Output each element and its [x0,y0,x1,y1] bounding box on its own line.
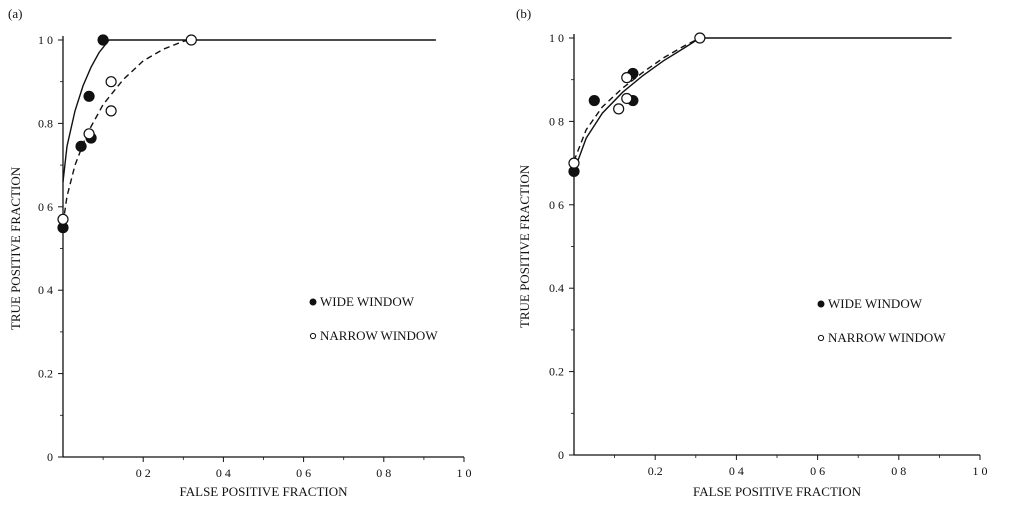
y-tick-label: 0.2 [38,367,53,381]
x-tick-label: 0 2 [136,466,151,480]
data-point-narrow-window [105,76,117,88]
data-point-wide-window [588,94,600,107]
data-point-narrow-window [694,32,706,44]
legend-marker [817,300,825,308]
y-tick-label: 0.8 [38,116,53,130]
data-point-wide-window [83,90,95,102]
y-tick-label: 0 [558,448,564,462]
x-tick-label: 0 8 [891,464,906,478]
x-tick-label: 0 8 [376,466,391,480]
legend-label: WIDE WINDOW [828,296,923,311]
roc-chart-a: (a) 0 0.2 0 4 0 6 0.8 1 0 0 2 0 4 0 6 0 8 1 0 FALSE … [8,6,472,499]
series-line-wide-window [62,39,436,182]
series-line-narrow-window [573,37,701,162]
y-tick-label: 1 0 [38,33,53,47]
y-tick-label: 0.4 [549,281,564,295]
y-tick-label: 1 0 [549,31,564,45]
x-tick-label: 0 6 [296,466,311,480]
data-point-narrow-window [621,92,633,105]
data-point-wide-window [75,140,87,152]
legend-marker [309,332,317,340]
y-tick-label: 0.2 [549,365,564,379]
y-tick-label: 0 [47,450,53,464]
x-tick-label: 1 0 [973,464,988,478]
data-point-narrow-window [621,72,633,84]
legend-marker [817,334,825,342]
x-tick-label: 0.2 [648,464,663,478]
x-tick-label: 1 0 [457,466,472,480]
series-line-narrow-window [62,39,192,224]
y-axis-label: TRUE POSITIVE FRACTION [517,164,532,328]
y-axis-label: TRUE POSITIVE FRACTION [8,166,23,330]
legend-label: NARROW WINDOW [828,330,946,345]
y-tick-label: 0 4 [38,283,53,297]
panel-label: (b) [516,6,531,21]
legend-marker [309,298,317,306]
x-tick-label: 0 4 [729,464,744,478]
data-point-wide-window [97,34,109,46]
data-point-narrow-window [83,128,95,140]
data-point-narrow-window [57,213,69,225]
legend-label: WIDE WINDOW [320,294,415,309]
x-axis-label: FALSE POSITIVE FRACTION [693,484,862,499]
panel-label: (a) [8,6,22,21]
data-point-narrow-window [613,103,625,115]
data-point-narrow-window [185,34,197,46]
x-tick-label: 0 6 [810,464,825,478]
y-tick-label: 0 6 [38,200,53,214]
roc-chart-panel-b: (b) 0 0.2 0.4 0 6 0 8 1 0 0.2 0 4 0 6 0 8 1 0 FALSE … [515,0,1030,505]
x-axis-label: FALSE POSITIVE FRACTION [179,484,348,499]
series-line-wide-window [573,37,952,172]
y-tick-label: 0 6 [549,198,564,212]
roc-chart-panel-a: (a) 0 0.2 0 4 0 6 0.8 1 0 0 2 0 4 0 6 0 8 1 0 FALSE … [0,0,515,505]
data-point-narrow-window [568,157,580,169]
legend-label: NARROW WINDOW [320,328,438,343]
roc-chart-b: (b) 0 0.2 0.4 0 6 0 8 1 0 0.2 0 4 0 6 0 8 1 0 FALSE … [516,6,988,499]
data-point-narrow-window [105,105,117,117]
x-tick-label: 0 4 [216,466,231,480]
y-tick-label: 0 8 [549,114,564,128]
